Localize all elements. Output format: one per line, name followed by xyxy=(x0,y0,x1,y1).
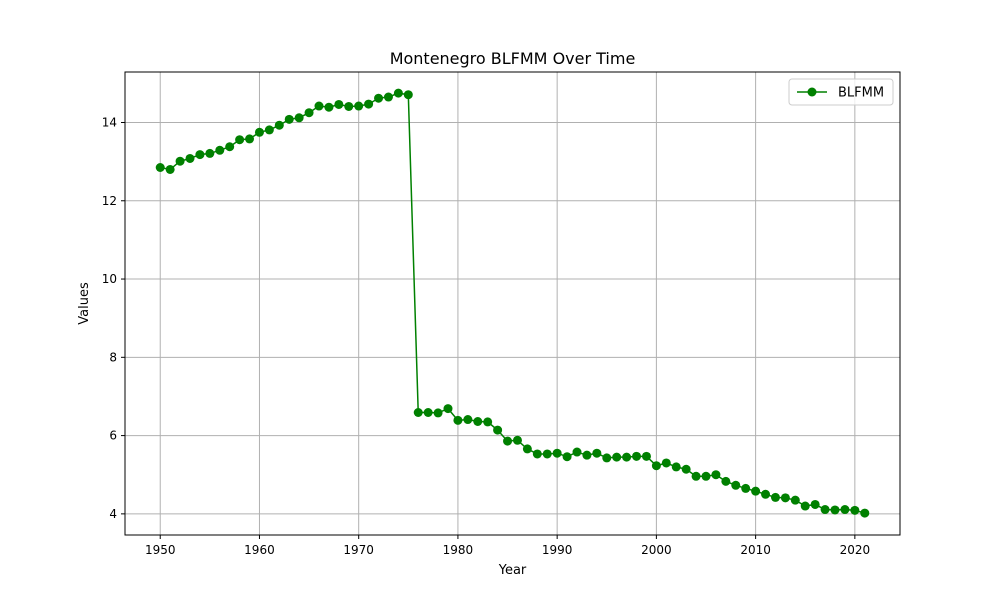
axis-ticks: 1950 1960 1970 1980 1990 2000 2010 2020 4 6 8 10 12 1… xyxy=(102,115,870,557)
data-point xyxy=(602,453,612,463)
data-point xyxy=(761,489,771,499)
y-tick-label: 4 xyxy=(109,507,117,521)
data-point xyxy=(671,462,681,472)
data-point xyxy=(473,417,483,426)
data-point xyxy=(780,493,790,503)
data-point xyxy=(175,156,185,166)
data-point xyxy=(503,436,513,446)
data-point xyxy=(215,145,225,155)
data-point xyxy=(770,492,780,502)
data-point xyxy=(731,480,741,490)
data-point xyxy=(860,508,870,518)
x-tick-label: 2010 xyxy=(740,543,771,557)
x-tick-label: 1970 xyxy=(343,543,374,557)
data-point xyxy=(582,450,592,460)
data-point xyxy=(790,495,800,505)
data-point xyxy=(284,114,294,124)
data-point xyxy=(810,499,820,509)
data-point xyxy=(264,125,274,135)
y-tick-label: 6 xyxy=(109,429,117,443)
y-tick-label: 10 xyxy=(102,272,117,286)
data-point xyxy=(354,101,364,111)
data-point xyxy=(403,90,413,100)
data-point xyxy=(314,101,324,111)
data-point xyxy=(413,408,423,417)
data-point xyxy=(661,458,671,468)
data-point xyxy=(701,471,711,481)
data-point xyxy=(235,135,245,145)
data-point xyxy=(483,417,493,427)
data-point xyxy=(493,425,503,435)
data-point xyxy=(433,408,443,418)
data-point xyxy=(423,408,433,417)
y-tick-label: 8 xyxy=(109,350,117,364)
data-point xyxy=(552,448,562,458)
legend-box xyxy=(788,78,894,106)
legend: BLFMM xyxy=(788,78,894,106)
data-point xyxy=(155,163,165,172)
data-point xyxy=(185,153,195,163)
data-point xyxy=(850,505,860,515)
data-point xyxy=(374,93,384,103)
data-point xyxy=(532,449,542,459)
data-point xyxy=(751,486,761,496)
data-point xyxy=(393,88,403,98)
data-point xyxy=(522,444,532,454)
data-point xyxy=(364,99,374,109)
data-point xyxy=(820,505,830,515)
data-point xyxy=(274,120,284,130)
y-tick-label: 14 xyxy=(102,115,117,129)
data-point xyxy=(542,449,552,459)
data-point xyxy=(512,435,522,445)
data-point xyxy=(334,99,344,109)
data-point xyxy=(254,127,264,137)
data-point xyxy=(463,415,473,425)
data-point xyxy=(324,102,334,112)
y-tick-label: 12 xyxy=(102,194,117,208)
grid-lines xyxy=(125,72,900,535)
x-tick-label: 2000 xyxy=(641,543,672,557)
data-point xyxy=(830,505,840,515)
x-tick-label: 1950 xyxy=(145,543,176,557)
data-point xyxy=(632,451,642,461)
data-point xyxy=(453,415,463,425)
x-tick-label: 1960 xyxy=(244,543,275,557)
y-axis-label: Values xyxy=(77,282,92,325)
legend-label-blfmm: BLFMM xyxy=(838,86,884,101)
data-point xyxy=(612,452,622,462)
x-tick-label: 1990 xyxy=(542,543,573,557)
data-point xyxy=(205,148,215,158)
data-point xyxy=(651,461,661,471)
data-point xyxy=(344,101,354,111)
x-tick-label: 2020 xyxy=(840,543,871,557)
data-point xyxy=(592,448,602,458)
series-blfmm xyxy=(155,88,870,518)
data-point xyxy=(681,464,691,474)
x-axis-label: Year xyxy=(498,563,527,578)
data-point xyxy=(443,404,453,414)
data-point xyxy=(225,142,235,152)
data-point xyxy=(383,92,393,102)
data-point xyxy=(721,476,731,486)
data-point xyxy=(195,150,205,160)
axes-frame xyxy=(124,71,901,536)
data-point xyxy=(304,108,314,118)
data-point xyxy=(691,471,701,481)
data-point xyxy=(711,470,721,480)
data-point xyxy=(245,134,255,144)
legend-marker-swatch xyxy=(807,87,817,97)
data-point xyxy=(741,483,751,493)
data-point xyxy=(572,447,582,457)
data-point xyxy=(641,451,651,461)
x-tick-label: 1980 xyxy=(443,543,474,557)
chart-title: Montenegro BLFMM Over Time xyxy=(390,49,636,68)
data-point xyxy=(622,452,632,462)
data-point xyxy=(562,452,572,462)
data-point xyxy=(165,164,175,174)
data-point xyxy=(294,113,304,123)
data-point xyxy=(800,501,810,511)
data-point xyxy=(840,505,850,515)
